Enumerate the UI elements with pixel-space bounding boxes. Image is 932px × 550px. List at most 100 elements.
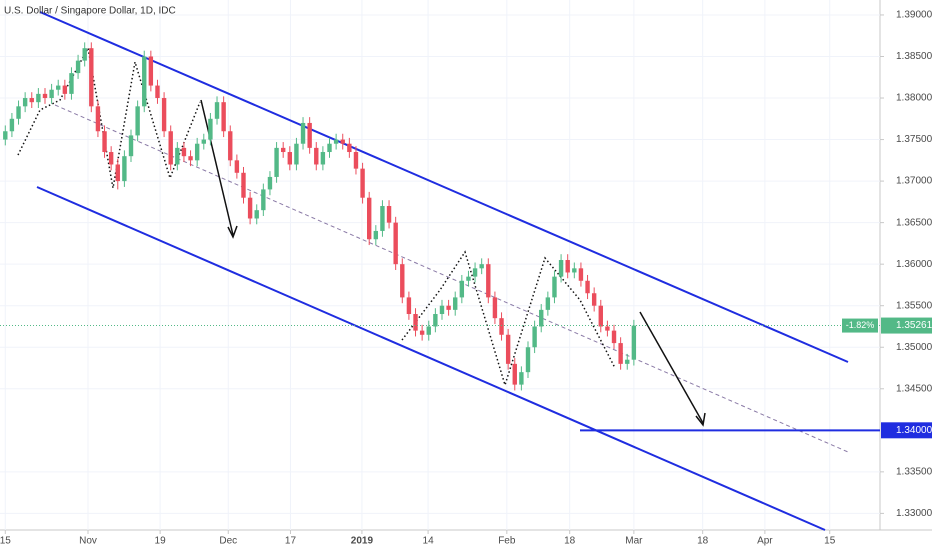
y-tick-label: 1.34500 — [896, 383, 932, 394]
candle-body — [486, 264, 491, 298]
candle-body — [598, 305, 603, 327]
candle-body — [42, 93, 48, 99]
chart-title: U.S. Dollar / Singapore Dollar, 1D, IDC — [4, 6, 176, 17]
candle-body — [380, 206, 385, 231]
candle-body — [135, 106, 140, 136]
candle-body — [69, 73, 74, 94]
candle-body — [142, 56, 147, 107]
candle-body — [29, 98, 34, 103]
candle-body — [155, 85, 160, 99]
candle-body — [558, 260, 564, 277]
candle-body — [214, 102, 220, 119]
candle-body — [208, 118, 213, 140]
y-tick-label: 1.33500 — [896, 466, 932, 477]
arrow-head — [695, 412, 706, 427]
candle-body — [300, 122, 306, 144]
candle-body — [287, 152, 293, 165]
candle-body — [545, 297, 551, 310]
candle-body — [75, 60, 81, 74]
candle-body — [261, 189, 266, 211]
candle-body — [406, 297, 412, 315]
candle-body — [274, 147, 279, 177]
candle-body — [360, 168, 365, 198]
candle-body — [102, 131, 107, 153]
candle-body — [519, 372, 524, 385]
candle-body — [499, 318, 504, 335]
x-tick-label: 19 — [155, 536, 167, 547]
candle-body — [631, 325, 637, 360]
y-tick-label: 1.35500 — [896, 300, 932, 311]
candle-body — [314, 147, 319, 165]
candle-body — [539, 309, 544, 327]
arrow-head — [227, 225, 238, 239]
y-tick-label: 1.38500 — [896, 51, 932, 62]
x-tick-label: Mar — [625, 536, 643, 547]
level-tag — [881, 422, 932, 439]
candle-body — [307, 122, 312, 148]
x-tick-label: 2019 — [351, 536, 374, 547]
x-tick-label: Nov — [79, 536, 97, 547]
candle-body — [413, 314, 418, 331]
candle-body — [340, 139, 345, 144]
change-label: -1.82% — [846, 320, 875, 330]
candle-body — [565, 260, 570, 273]
last-price-tag — [881, 317, 932, 334]
candle-body — [9, 118, 15, 132]
arrow — [200, 99, 234, 236]
candle-body — [148, 56, 154, 86]
candle-body — [22, 98, 28, 107]
candle-body — [625, 359, 630, 364]
candle-body — [367, 197, 372, 240]
candle-body — [400, 264, 405, 298]
last-price-label: 1.35261 — [896, 320, 932, 331]
y-tick-label: 1.39000 — [896, 10, 932, 21]
candle-body — [320, 152, 326, 165]
candle-body — [95, 106, 101, 132]
candle-body — [373, 230, 379, 240]
y-tick-label: 1.36000 — [896, 259, 932, 270]
candle-body — [552, 276, 557, 298]
candle-body — [459, 280, 465, 298]
candle-body — [446, 305, 451, 310]
candle-body — [386, 206, 392, 223]
candle-body — [333, 139, 339, 144]
candle-body — [611, 330, 617, 344]
candle-body — [56, 85, 61, 90]
candle-body — [512, 363, 517, 385]
candle-body — [221, 102, 226, 132]
x-tick-label: 18 — [697, 536, 709, 547]
x-tick-label: Feb — [498, 536, 516, 547]
candle-body — [175, 147, 180, 165]
candle-body — [254, 210, 259, 219]
candle-body — [280, 147, 286, 153]
candle-body — [525, 347, 531, 373]
candle-body — [201, 139, 206, 144]
candle-body — [168, 131, 173, 165]
candle-body — [82, 48, 87, 61]
candle-body — [89, 48, 94, 107]
x-tick-label: 17 — [285, 536, 297, 547]
drawings — [17, 11, 849, 531]
candle-body — [453, 297, 458, 310]
x-tick-label: 14 — [423, 536, 435, 547]
candle-body — [439, 305, 445, 315]
candle-body — [128, 135, 134, 157]
candle-body — [605, 326, 610, 331]
candle-body — [572, 268, 577, 273]
candle-body — [294, 143, 299, 165]
candle-body — [247, 197, 253, 219]
candle-body — [161, 98, 167, 132]
candle-body — [115, 164, 120, 182]
y-tick-label: 1.38000 — [896, 93, 932, 104]
channel-mid — [54, 104, 849, 453]
candle-body — [532, 326, 537, 348]
candle-body — [353, 152, 359, 169]
candle-body — [188, 156, 193, 161]
channel-upper — [39, 11, 849, 363]
candle-body — [578, 268, 584, 281]
candle-body — [393, 222, 398, 265]
y-tick-label: 1.36500 — [896, 217, 932, 228]
candle-body — [181, 147, 187, 157]
